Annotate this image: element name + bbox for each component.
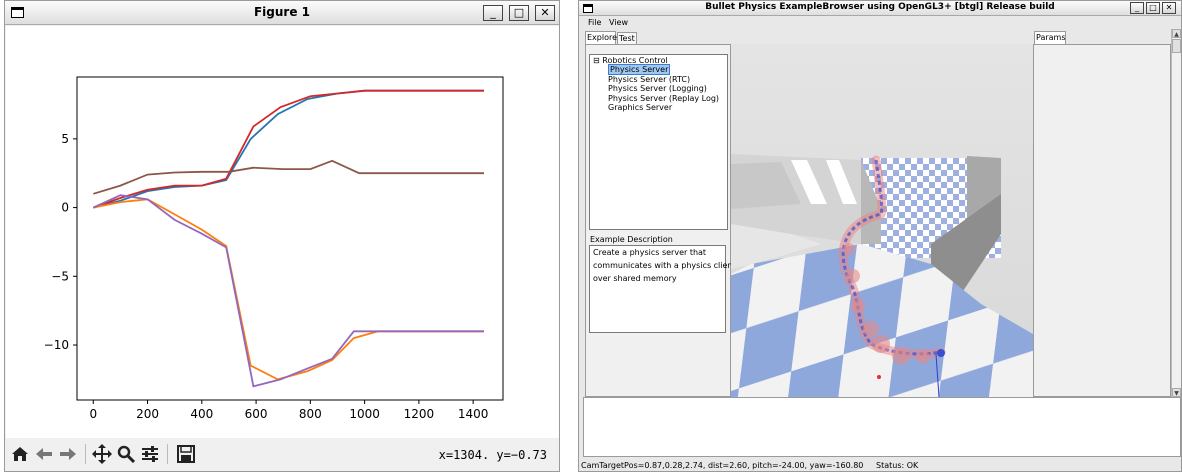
plot-axes-frame <box>76 76 504 401</box>
bullet-window: Bullet Physics ExampleBrowser using Open… <box>578 0 1182 472</box>
tree-item-label: Physics Server <box>608 64 671 75</box>
series-line-0 <box>93 89 484 209</box>
tree-item-label: Physics Server (Logging) <box>608 84 707 93</box>
tree-item-label: Graphics Server <box>608 103 673 112</box>
sliders-icon[interactable] <box>139 442 161 466</box>
tree-item[interactable]: Physics Server (Replay Log) <box>608 94 719 103</box>
params-panel <box>1033 44 1171 397</box>
example-tree[interactable]: ⊟ Robotics Control Physics Server Physics… <box>589 54 728 230</box>
x-tick-label: 800 <box>299 407 322 421</box>
tab-params[interactable]: Params <box>1034 31 1066 44</box>
close-button[interactable]: ✕ <box>535 5 555 21</box>
x-tick-label: 600 <box>245 407 268 421</box>
camera-status: CamTargetPos=0.87,0.28,2.74, dist=2.60, … <box>581 461 864 470</box>
y-tick-label: −5 <box>51 269 69 283</box>
tree-item[interactable]: Physics Server <box>608 64 671 75</box>
move-icon[interactable] <box>91 442 113 466</box>
bullet-titlebar[interactable]: Bullet Physics ExampleBrowser using Open… <box>579 1 1181 16</box>
menu-file[interactable]: File <box>588 18 602 27</box>
window-icon <box>11 7 24 18</box>
menu-bar: File View <box>579 16 1181 29</box>
description-line: Create a physics server that <box>593 248 707 257</box>
status-bar: CamTargetPos=0.87,0.28,2.74, dist=2.60, … <box>579 459 1181 471</box>
tree-item[interactable]: Physics Server (Logging) <box>608 84 707 93</box>
minimize-button[interactable]: _ <box>1130 2 1144 14</box>
menu-view[interactable]: View <box>609 18 628 27</box>
tree-root[interactable]: ⊟ Robotics Control <box>593 56 668 65</box>
3d-viewport[interactable] <box>731 44 1033 398</box>
series-line-3 <box>93 198 484 381</box>
y-tick-label: 5 <box>61 132 69 146</box>
cursor-coordinates: x=1304. y=−0.73 <box>438 448 547 462</box>
plot-canvas[interactable]: 0 200 400 600 800 1000 1200 1400 5 0 −5 −10 <box>6 26 559 438</box>
x-tick-label: 1000 <box>349 407 380 421</box>
minimize-button[interactable]: _ <box>483 5 503 21</box>
scroll-up-button[interactable]: ▲ <box>1172 29 1181 38</box>
arrow-right-icon[interactable] <box>57 442 79 466</box>
tree-item-label: Physics Server (RTC) <box>608 74 691 84</box>
description-box: Create a physics server that communicate… <box>589 245 736 333</box>
tree-item[interactable]: Physics Server (RTC) <box>608 75 690 84</box>
figure-title: Figure 1 <box>253 5 311 19</box>
series-line-1 <box>92 89 484 209</box>
x-tick-label: 400 <box>190 407 213 421</box>
zoom-icon[interactable] <box>115 442 137 466</box>
tree-item-label: Physics Server (Replay Log) <box>608 93 720 103</box>
description-label: Example Description <box>590 235 673 244</box>
x-tick-label: 200 <box>136 407 159 421</box>
maximize-button[interactable]: □ <box>1146 2 1160 14</box>
run-status: Status: OK <box>876 461 919 470</box>
expander-icon[interactable]: ⊟ <box>593 56 600 65</box>
navigation-toolbar: x=1304. y=−0.73 <box>5 438 559 471</box>
figure-window: Figure 1 _ □ ✕ 0 200 400 600 800 1000 1200 1400… <box>4 0 560 472</box>
scroll-thumb[interactable] <box>1172 39 1181 53</box>
figure-titlebar[interactable]: Figure 1 _ □ ✕ <box>5 1 559 25</box>
save-icon[interactable] <box>175 442 197 466</box>
tree-item[interactable]: Graphics Server <box>608 103 672 112</box>
y-tick-label: −10 <box>44 338 69 352</box>
window-icon <box>583 4 593 13</box>
x-tick-label: 1200 <box>404 407 435 421</box>
close-button[interactable]: ✕ <box>1162 2 1176 14</box>
maximize-button[interactable]: □ <box>509 5 529 21</box>
series-line-4 <box>92 194 484 388</box>
home-icon[interactable] <box>9 442 31 466</box>
explorer-panel: ⊟ Robotics Control Physics Server Physics… <box>585 44 736 397</box>
bullet-title: Bullet Physics ExampleBrowser using Open… <box>705 2 1055 12</box>
arrow-left-icon[interactable] <box>33 442 55 466</box>
x-tick-label: 1400 <box>458 407 489 421</box>
tab-test[interactable]: Test <box>617 32 637 45</box>
tab-explorer[interactable]: Explorer <box>585 31 621 44</box>
scroll-down-button[interactable]: ▼ <box>1172 388 1181 397</box>
description-line: communicates with a physics client <box>593 261 736 270</box>
scene-render <box>731 44 1033 398</box>
toolbar-separator <box>167 444 168 464</box>
y-tick-label: 0 <box>61 201 69 215</box>
description-line: over shared memory <box>593 274 677 283</box>
params-scrollbar[interactable]: ▲ ▼ <box>1171 29 1181 397</box>
tree-root-label: Robotics Control <box>602 56 668 65</box>
console-area[interactable] <box>583 397 1181 457</box>
series-line-2 <box>93 159 484 195</box>
x-tick-label: 0 <box>89 407 97 421</box>
line-chart: 0 200 400 600 800 1000 1200 1400 5 0 −5 −10 <box>44 76 504 421</box>
toolbar-separator <box>85 444 86 464</box>
